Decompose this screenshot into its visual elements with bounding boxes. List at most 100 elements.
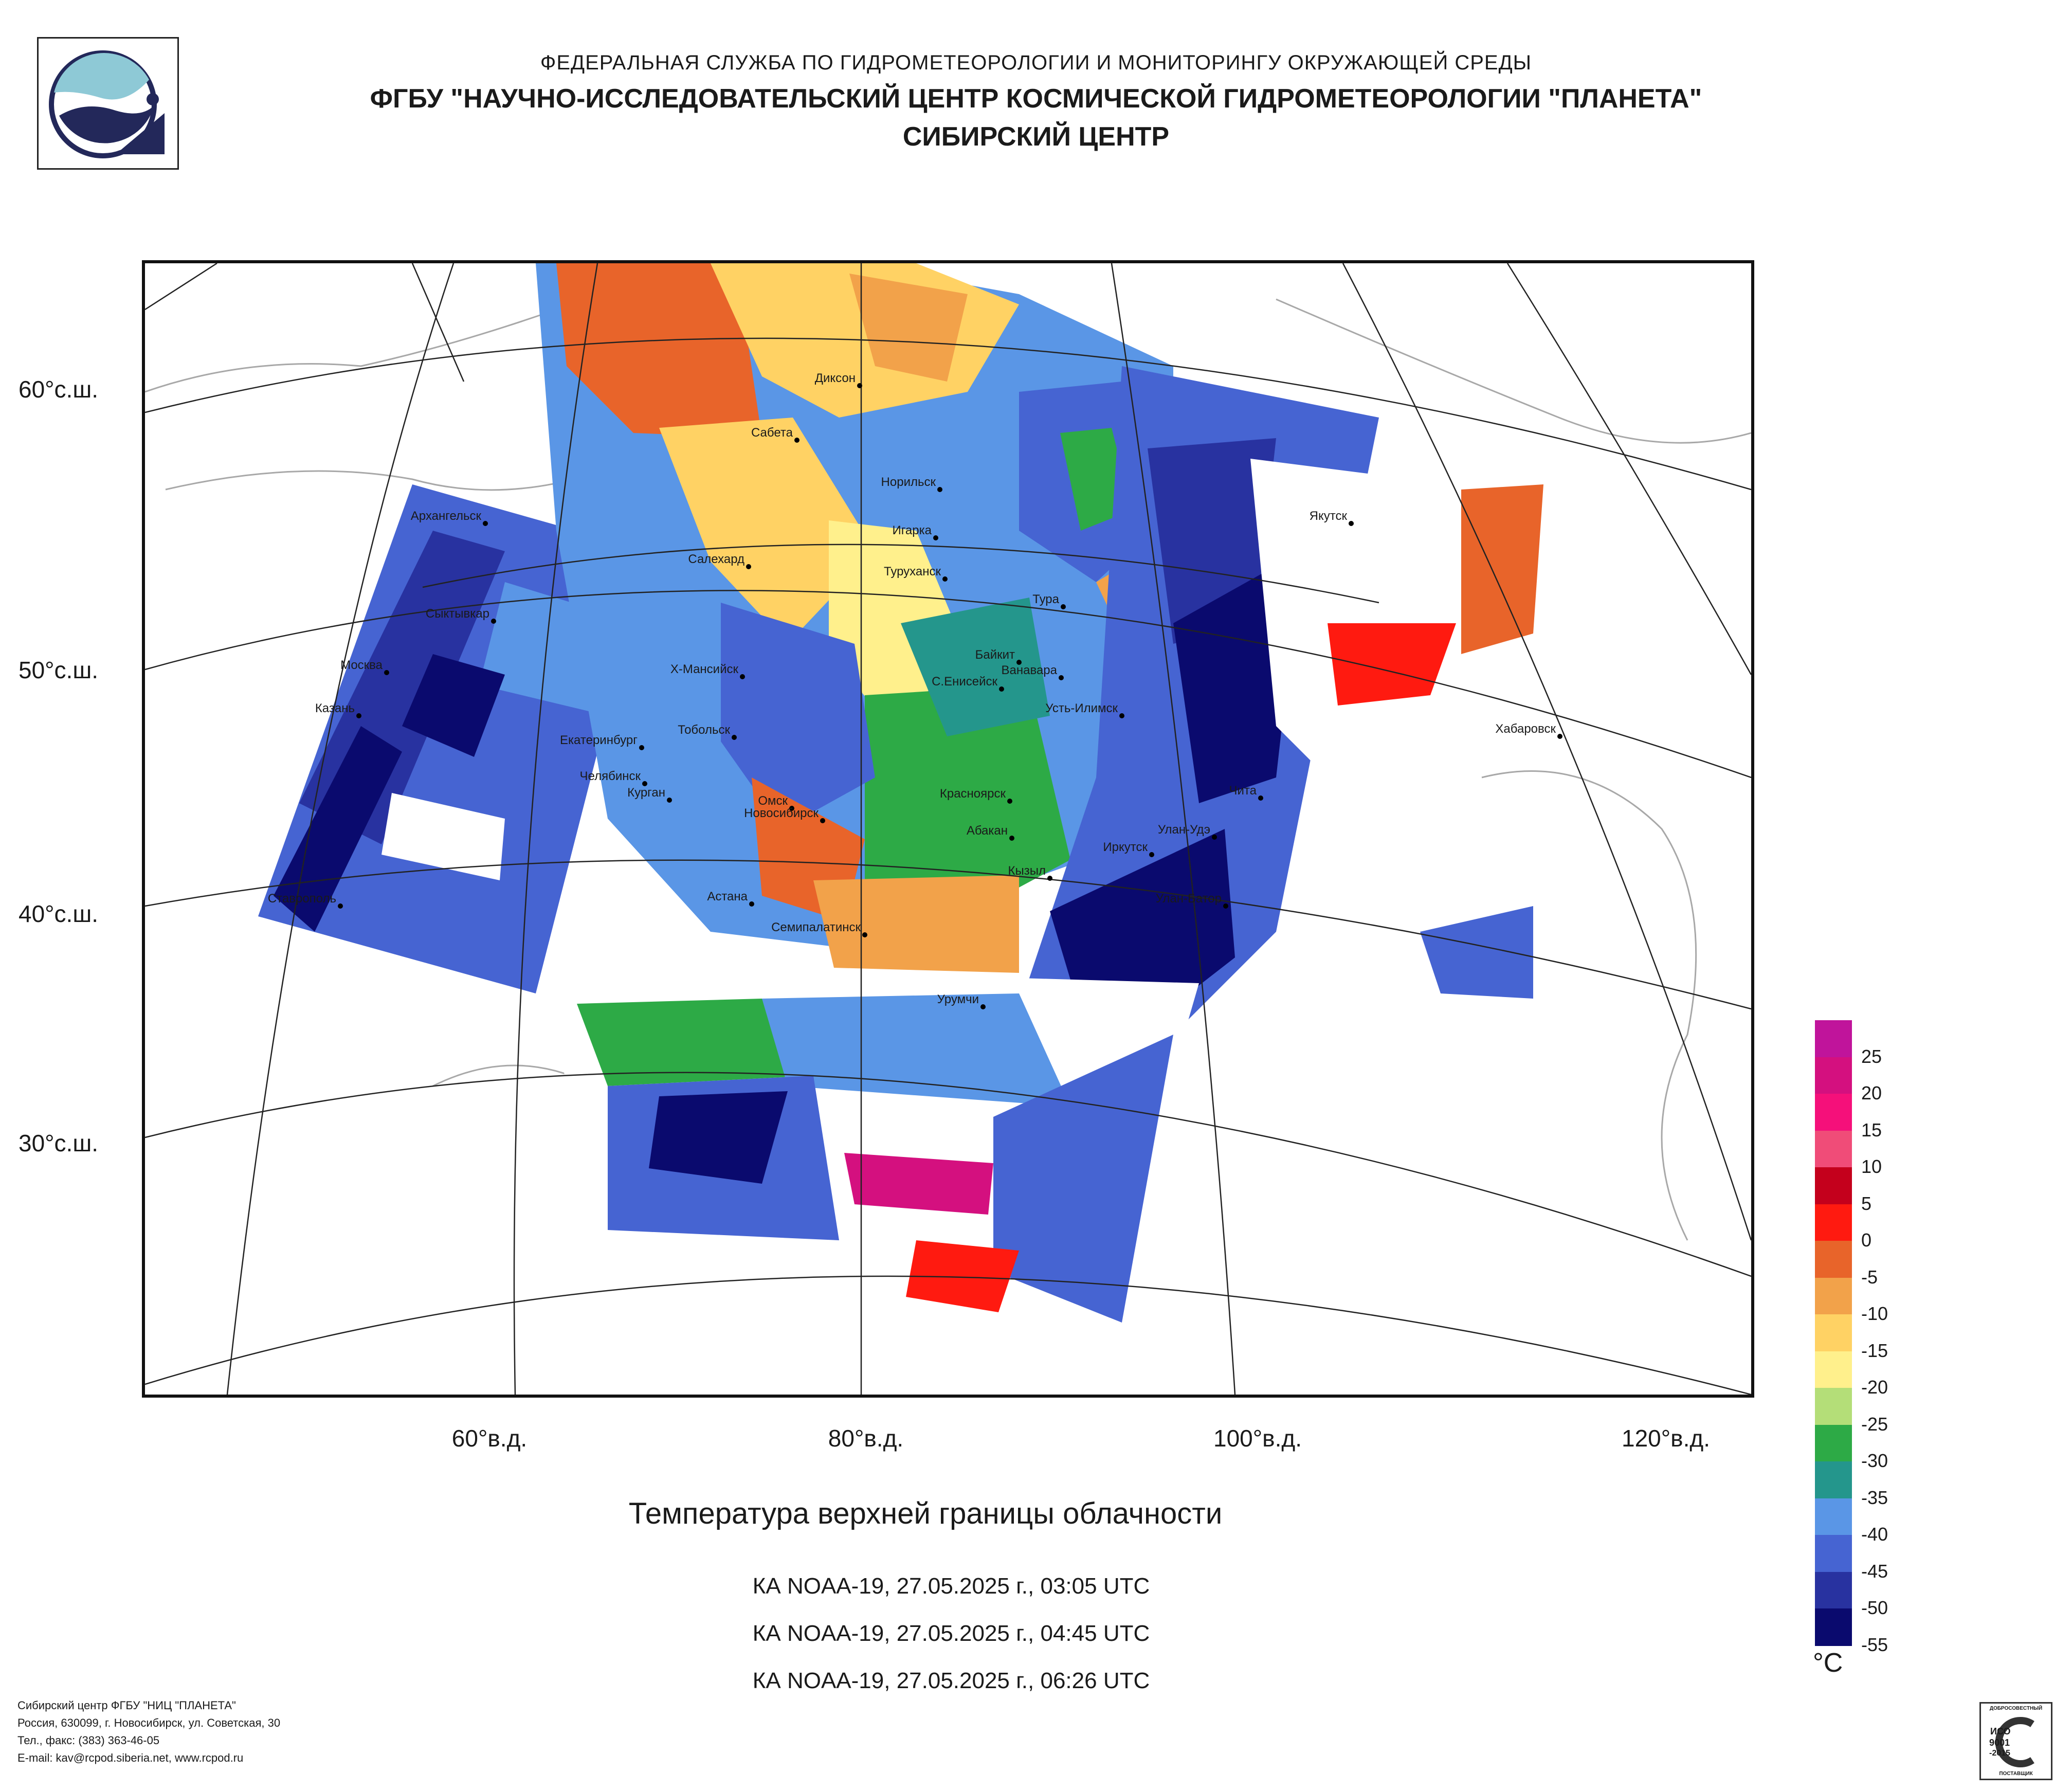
city-marker: [1016, 660, 1022, 665]
colorbar-segment: [1815, 1277, 1852, 1315]
city-label: Астана: [707, 890, 748, 903]
map-title: Температура верхней границы облачности: [628, 1497, 1223, 1530]
city-marker: [356, 713, 361, 718]
planeta-emblem-icon: [49, 50, 165, 158]
colorbar-tick-label: -55: [1861, 1634, 1888, 1655]
footer-phone: Тел., факс: (383) 363-46-05: [17, 1734, 160, 1747]
colorbar-tick-label: 0: [1861, 1229, 1872, 1251]
city-marker: [749, 901, 754, 907]
city-label: Курган: [627, 786, 665, 800]
city-marker: [1119, 713, 1124, 718]
city-marker: [746, 564, 751, 569]
city-label: Х-Мансийск: [670, 662, 738, 676]
city-label: Челябинск: [579, 769, 641, 783]
city-label: Иркутск: [1103, 840, 1148, 854]
temperature-colorbar: [1815, 1020, 1852, 1646]
city-marker: [384, 670, 389, 675]
city-marker: [1061, 604, 1066, 609]
city-marker: [1223, 903, 1228, 909]
agency-name: ФЕДЕРАЛЬНАЯ СЛУЖБА ПО ГИДРОМЕТЕОРОЛОГИИ …: [540, 51, 1532, 74]
colorbar-segment: [1815, 1314, 1852, 1352]
city-label: Улан-Удэ: [1157, 823, 1210, 837]
city-marker: [857, 383, 862, 388]
city-label: Игарка: [892, 523, 932, 537]
colorbar-segment: [1815, 1057, 1852, 1095]
city-label: Усть-Илимск: [1045, 701, 1118, 715]
city-label: Кызыл: [1008, 864, 1046, 878]
city-label: Урумчи: [937, 992, 979, 1006]
colorbar-tick-label: 20: [1861, 1082, 1882, 1104]
city-marker: [667, 798, 672, 803]
city-label: Новосибирск: [744, 806, 819, 820]
iso-badge-top: ДОБРОСОВЕСТНЫЙ: [1989, 1706, 2043, 1711]
city-marker: [794, 438, 799, 443]
city-label: Диксон: [814, 371, 856, 385]
city-marker: [338, 903, 343, 909]
colorbar-tick-label: 5: [1861, 1192, 1872, 1214]
city-label: Сабета: [751, 426, 793, 440]
colorbar-segment: [1815, 1608, 1852, 1646]
colorbar-tick-label: -25: [1861, 1413, 1888, 1435]
colorbar-tick-label: -50: [1861, 1597, 1888, 1619]
footer-address: Россия, 630099, г. Новосибирск, ул. Сове…: [17, 1716, 281, 1729]
city-label: Туруханск: [884, 565, 941, 578]
city-label: Казань: [315, 701, 355, 715]
colorbar-tick-label: -5: [1861, 1266, 1878, 1288]
iso-badge-ring-icon: [1995, 1717, 2034, 1767]
colorbar-tick-label: 15: [1861, 1119, 1882, 1141]
colorbar-segment: [1815, 1571, 1852, 1609]
lon-label-80: 80°в.д.: [828, 1425, 904, 1452]
footer-org: Сибирский центр ФГБУ "НИЦ "ПЛАНЕТА": [17, 1699, 236, 1712]
city-marker: [942, 576, 948, 582]
colorbar-tick-label: -10: [1861, 1303, 1888, 1325]
lon-label-120: 120°в.д.: [1622, 1425, 1710, 1452]
swath-south: [556, 973, 1199, 1338]
city-label: Салехард: [688, 552, 744, 566]
city-label: Омск: [758, 794, 788, 808]
city-marker: [1557, 734, 1562, 739]
city-label: Улан-Батор: [1155, 892, 1222, 906]
city-marker: [789, 806, 794, 811]
colorbar-segment: [1815, 1130, 1852, 1168]
graticule: [145, 263, 1751, 1395]
colorbar-segment: [1815, 1241, 1852, 1278]
cloud-top-temperature-map: Диксон Сабета Норильск Игарка Туруханск Тура Я…: [142, 260, 1754, 1398]
city-marker: [1212, 835, 1217, 840]
city-marker: [937, 487, 942, 492]
lon-label-60: 60°в.д.: [451, 1425, 528, 1452]
lat-label-50: 50°с.ш.: [19, 657, 99, 683]
colorbar-tick-label: 25: [1861, 1045, 1882, 1067]
city-label: Абакан: [966, 824, 1008, 838]
colorbar-tick-label: -40: [1861, 1524, 1888, 1545]
colorbar-segment: [1815, 1424, 1852, 1462]
city-label: Тура: [1032, 592, 1059, 606]
colorbar-tick-label: -45: [1861, 1560, 1888, 1582]
city-marker: [491, 619, 496, 624]
city-label: Ванавара: [1001, 663, 1057, 677]
city-label: Тобольск: [678, 723, 730, 737]
city-label: Красноярск: [939, 787, 1006, 801]
city-marker: [740, 674, 745, 679]
city-label: Чита: [1229, 784, 1257, 798]
city-label: Екатеринбург: [560, 733, 638, 747]
city-label: Архангельск: [410, 509, 481, 523]
city-marker: [639, 745, 644, 750]
colorbar-tick-label: 10: [1861, 1156, 1882, 1178]
colorbar-tick-label: -35: [1861, 1487, 1888, 1508]
city-label: Семипалатинск: [771, 920, 861, 934]
city-label: Байкит: [975, 648, 1015, 662]
city-marker: [980, 1004, 986, 1009]
colorbar-segment: [1815, 1498, 1852, 1536]
iso-badge-2015: -2015: [1989, 1749, 2010, 1758]
colorbar-segment: [1815, 1094, 1852, 1131]
city-marker: [483, 521, 488, 526]
city-marker: [999, 686, 1004, 692]
lat-label-30: 30°с.ш.: [19, 1130, 99, 1156]
colorbar-segment: [1815, 1461, 1852, 1499]
satellite-pass-2: КА NOAA-19, 27.05.2025 г., 04:45 UTC: [752, 1621, 1150, 1646]
iso-9001-badge: ДОБРОСОВЕСТНЫЙ ИСО 9001 -2015 ПОСТАВЩИК: [1979, 1702, 2052, 1780]
iso-badge-bottom: ПОСТАВЩИК: [1999, 1771, 2033, 1777]
city-marker: [1149, 852, 1154, 857]
swath-east: [1019, 366, 1543, 1086]
city-label: Хабаровск: [1495, 722, 1556, 736]
